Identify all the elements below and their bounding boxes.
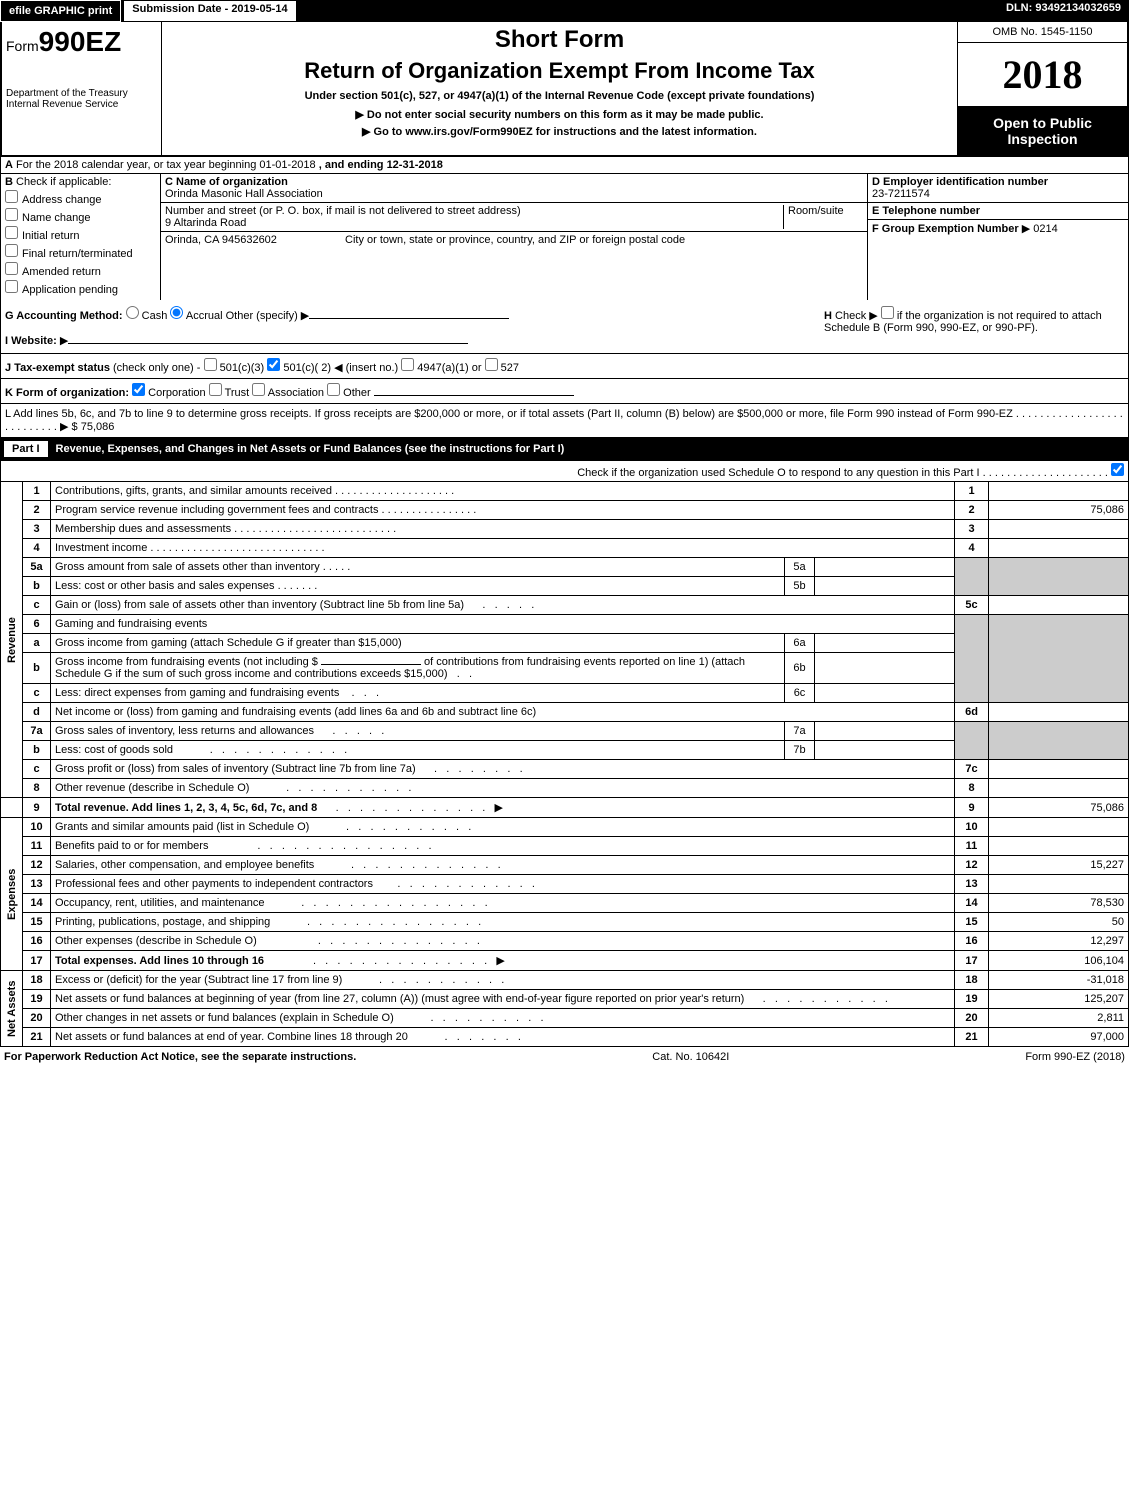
no-ssn-text: Do not enter social security numbers on … xyxy=(166,108,953,121)
check-o-checkbox[interactable] xyxy=(1111,463,1124,476)
j-527-checkbox[interactable] xyxy=(485,358,498,371)
form-prefix: Form xyxy=(6,38,39,54)
dln-label: DLN: 93492134032659 xyxy=(998,0,1129,22)
section-gh: G Accounting Method: Cash Accrual Other … xyxy=(0,300,1129,354)
group-label: F Group Exemption Number xyxy=(872,223,1019,235)
check-if-label: Check if applicable: xyxy=(16,176,111,188)
ending-text: , and ending 12-31-2018 xyxy=(319,159,443,171)
form-number: Form990EZ xyxy=(6,26,157,58)
header-left: Form990EZ Department of the Treasury Int… xyxy=(2,22,162,155)
ein-label: D Employer identification number xyxy=(872,176,1048,188)
i-label: I Website: xyxy=(5,335,57,347)
omb-number: OMB No. 1545-1150 xyxy=(958,22,1127,43)
k-assoc-checkbox[interactable] xyxy=(252,383,265,396)
group-num: 0214 xyxy=(1022,223,1058,235)
phone-label: E Telephone number xyxy=(872,205,980,217)
addr-label: Number and street (or P. O. box, if mail… xyxy=(165,205,783,217)
form-header: Form990EZ Department of the Treasury Int… xyxy=(0,22,1129,157)
section-j: J Tax-exempt status (check only one) - 5… xyxy=(0,354,1129,379)
net-assets-label: Net Assets xyxy=(1,971,23,1047)
l-amount: $ 75,086 xyxy=(72,421,115,433)
name-change-checkbox[interactable]: Name change xyxy=(5,208,156,224)
check-o-row: Check if the organization used Schedule … xyxy=(0,461,1129,481)
efile-print-button[interactable]: efile GRAPHIC print xyxy=(0,0,121,22)
subtitle: Under section 501(c), 527, or 4947(a)(1)… xyxy=(166,90,953,102)
header-center: Short Form Return of Organization Exempt… xyxy=(162,22,957,155)
ein-value: 23-7211574 xyxy=(872,188,930,200)
form-ref: Form 990-EZ (2018) xyxy=(1025,1051,1125,1063)
b-label: B xyxy=(5,176,13,188)
section-b: B Check if applicable: Address change Na… xyxy=(1,174,161,300)
address-change-checkbox[interactable]: Address change xyxy=(5,190,156,206)
cat-no: Cat. No. 10642I xyxy=(652,1051,729,1063)
revenue-label: Revenue xyxy=(1,482,23,798)
section-c: C Name of organization Orinda Masonic Ha… xyxy=(161,174,868,300)
address: 9 Altarinda Road xyxy=(165,217,783,229)
j-501c-checkbox[interactable] xyxy=(267,358,280,371)
top-left: efile GRAPHIC print Submission Date - 20… xyxy=(0,0,297,22)
tax-year: 2018 xyxy=(958,43,1127,107)
k-label: K Form of organization: xyxy=(5,387,129,399)
amended-return-checkbox[interactable]: Amended return xyxy=(5,262,156,278)
l-text: L Add lines 5b, 6c, and 7b to line 9 to … xyxy=(5,408,1013,420)
department: Department of the Treasury Internal Reve… xyxy=(6,88,157,110)
g-label: G Accounting Method: xyxy=(5,310,123,322)
j-label: J Tax-exempt status xyxy=(5,362,110,374)
dept-treasury: Department of the Treasury xyxy=(6,88,157,99)
org-name: Orinda Masonic Hall Association xyxy=(165,188,863,200)
j-501c3-checkbox[interactable] xyxy=(204,358,217,371)
k-other-checkbox[interactable] xyxy=(327,383,340,396)
room-suite: Room/suite xyxy=(783,205,863,229)
short-form-title: Short Form xyxy=(166,26,953,54)
city-label: City or town, state or province, country… xyxy=(325,234,863,246)
accrual-radio[interactable] xyxy=(170,306,183,319)
c-name-label: C Name of organization xyxy=(165,176,288,188)
section-de: D Employer identification number 23-7211… xyxy=(868,174,1128,300)
k-corp-checkbox[interactable] xyxy=(132,383,145,396)
part1-title: Revenue, Expenses, and Changes in Net As… xyxy=(56,443,565,455)
section-h: H Check ▶ if the organization is not req… xyxy=(824,306,1124,347)
section-k: K Form of organization: Corporation Trus… xyxy=(0,379,1129,404)
return-title: Return of Organization Exempt From Incom… xyxy=(166,58,953,84)
final-return-checkbox[interactable]: Final return/terminated xyxy=(5,244,156,260)
section-a: A For the 2018 calendar year, or tax yea… xyxy=(0,157,1129,174)
top-bar: efile GRAPHIC print Submission Date - 20… xyxy=(0,0,1129,22)
cash-radio[interactable] xyxy=(126,306,139,319)
k-trust-checkbox[interactable] xyxy=(209,383,222,396)
h-label: H xyxy=(824,310,832,322)
h-checkbox[interactable] xyxy=(881,306,894,319)
section-l: L Add lines 5b, 6c, and 7b to line 9 to … xyxy=(0,404,1129,437)
submission-date: Submission Date - 2019-05-14 xyxy=(123,0,296,22)
j-4947-checkbox[interactable] xyxy=(401,358,414,371)
city-value: Orinda, CA 945632602 xyxy=(165,234,325,246)
app-pending-checkbox[interactable]: Application pending xyxy=(5,280,156,296)
calendar-year-text: For the 2018 calendar year, or tax year … xyxy=(16,159,316,171)
section-a-label: A xyxy=(5,159,13,171)
initial-return-checkbox[interactable]: Initial return xyxy=(5,226,156,242)
part1-header: Part I Revenue, Expenses, and Changes in… xyxy=(0,437,1129,461)
info-block: B Check if applicable: Address change Na… xyxy=(0,174,1129,300)
open-public-badge: Open to Public Inspection xyxy=(958,107,1127,155)
header-right: OMB No. 1545-1150 2018 Open to Public In… xyxy=(957,22,1127,155)
section-g: G Accounting Method: Cash Accrual Other … xyxy=(5,306,824,347)
goto-text: Go to www.irs.gov/Form990EZ for instruct… xyxy=(166,125,953,138)
part1-table: Revenue 1 Contributions, gifts, grants, … xyxy=(0,481,1129,1047)
footer: For Paperwork Reduction Act Notice, see … xyxy=(0,1047,1129,1067)
paperwork-notice: For Paperwork Reduction Act Notice, see … xyxy=(4,1051,356,1063)
h-text: if the organization is not required to a… xyxy=(824,310,1102,334)
part1-label: Part I xyxy=(4,441,48,457)
expenses-label: Expenses xyxy=(1,818,23,971)
form-990ez: 990EZ xyxy=(39,26,122,57)
irs-label: Internal Revenue Service xyxy=(6,99,157,110)
